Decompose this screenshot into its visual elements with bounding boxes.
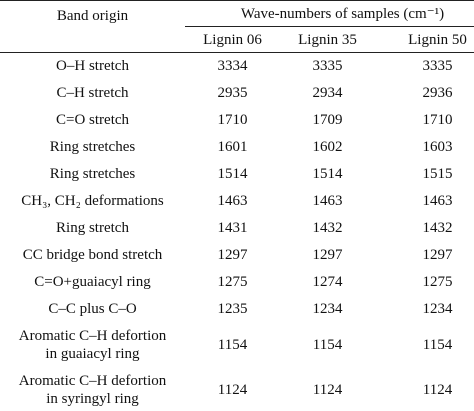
label-line: C–C plus C–O <box>48 301 137 317</box>
table-row: Aromatic C–H defortion in guaiacyl ring 11… <box>0 323 474 368</box>
label-line: C–H stretch <box>56 85 129 101</box>
row-label: Ring stretch <box>0 215 185 242</box>
table-row: CH₃, CH₂ deformations 1463 1463 1463 <box>0 188 474 215</box>
header-cell: Lignin 06 <box>185 26 280 53</box>
table-row: CC bridge bond stretch 1297 1297 1297 <box>0 242 474 269</box>
label-line: Ring stretches <box>49 139 136 155</box>
value-cell: 1124 <box>217 382 248 398</box>
header-row: Band origin Wave-numbers of samples (cm⁻… <box>0 0 474 53</box>
value-cell: 1514 <box>312 166 343 182</box>
row-label: CH₃, CH₂ deformations <box>0 188 185 215</box>
value-cell: 1601 <box>217 139 248 155</box>
value-cell: 1297 <box>217 247 248 263</box>
value-cell: 1274 <box>312 274 343 290</box>
label-line: in syringyl ring <box>46 391 139 407</box>
value-cell: 1710 <box>217 112 248 128</box>
table-row: Ring stretches 1514 1514 1515 <box>0 161 474 188</box>
value-cell: 1463 <box>422 193 453 209</box>
value-cell: 1515 <box>422 166 453 182</box>
value-cell: 1514 <box>217 166 248 182</box>
table-row: C–H stretch 2935 2934 2936 <box>0 80 474 107</box>
row-label: Aromatic C–H defortion in syringyl ring <box>0 368 185 411</box>
row-label: C–C plus C–O <box>0 296 185 323</box>
value-cell: 1154 <box>217 337 248 353</box>
table-row: Ring stretch 1431 1432 1432 <box>0 215 474 242</box>
row-label: CC bridge bond stretch <box>0 242 185 269</box>
row-label: Aromatic C–H defortion in guaiacyl ring <box>0 323 185 368</box>
table-row: O–H stretch 3334 3335 3335 <box>0 53 474 80</box>
row-label: Ring stretches <box>0 134 185 161</box>
table-row: C=O+guaiacyl ring 1275 1274 1275 <box>0 269 474 296</box>
value-cell: 1124 <box>422 382 453 398</box>
value-cell: 1710 <box>422 112 453 128</box>
label-line: Ring stretch <box>56 220 129 236</box>
value-cell: 1432 <box>422 220 453 236</box>
table-row: C–C plus C–O 1235 1234 1234 <box>0 296 474 323</box>
value-cell: 2934 <box>312 85 343 101</box>
value-cell: 1463 <box>217 193 248 209</box>
value-cell: 2936 <box>422 85 453 101</box>
value-cell: 1709 <box>312 112 343 128</box>
table-row: Ring stretches 1601 1602 1603 <box>0 134 474 161</box>
value-cell: 1463 <box>312 193 343 209</box>
label-line: Aromatic C–H defortion <box>18 328 167 344</box>
row-label: C–H stretch <box>0 80 185 107</box>
table-body: O–H stretch 3334 3335 3335 C–H stretch 2935 29… <box>0 53 474 411</box>
row-label: O–H stretch <box>0 53 185 80</box>
table-row: Aromatic C–H defortion in syringyl ring 11… <box>0 368 474 411</box>
value-cell: 3334 <box>217 58 248 75</box>
value-cell: 1234 <box>312 301 343 317</box>
table-header: Band origin Wave-numbers of samples (cm⁻… <box>0 0 474 53</box>
label-line: O–H stretch <box>56 58 129 75</box>
header-cell: Wave-numbers of samples (cm⁻¹) <box>185 0 474 27</box>
value-cell: 1235 <box>217 301 248 317</box>
value-cell: 1154 <box>422 337 453 353</box>
value-cell: 1602 <box>312 139 343 155</box>
value-cell: 1297 <box>312 247 343 263</box>
value-cell: 1431 <box>217 220 248 236</box>
value-cell: 3335 <box>422 58 453 75</box>
label-line: CC bridge bond stretch <box>22 247 163 263</box>
header-cell: Band origin <box>0 0 185 53</box>
value-cell: 1603 <box>422 139 453 155</box>
label-line: in guaiacyl ring <box>45 346 140 362</box>
row-label: C=O stretch <box>0 107 185 134</box>
header-row: Lignin 06 Lignin 35 Lignin 50 <box>0 26 474 53</box>
label-line: C=O stretch <box>55 112 130 128</box>
header-cell: Lignin 50 <box>375 26 474 53</box>
value-cell: 1124 <box>312 382 343 398</box>
label-line: C=O+guaiacyl ring <box>34 274 151 290</box>
value-cell: 1432 <box>312 220 343 236</box>
row-label: C=O+guaiacyl ring <box>0 269 185 296</box>
label-line: Aromatic C–H defortion <box>18 373 167 389</box>
label-line: CH₃, CH₂ deformations <box>21 193 164 209</box>
row-label: Ring stretches <box>0 161 185 188</box>
value-cell: 1154 <box>312 337 343 353</box>
table-row: C=O stretch 1710 1709 1710 <box>0 107 474 134</box>
label-line: Ring stretches <box>49 166 136 182</box>
value-cell: 1234 <box>422 301 453 317</box>
value-cell: 2935 <box>217 85 248 101</box>
value-cell: 1297 <box>422 247 453 263</box>
value-cell: 1275 <box>217 274 248 290</box>
value-cell: 1275 <box>422 274 453 290</box>
header-cell: Lignin 35 <box>280 26 375 53</box>
value-cell: 3335 <box>312 58 343 75</box>
